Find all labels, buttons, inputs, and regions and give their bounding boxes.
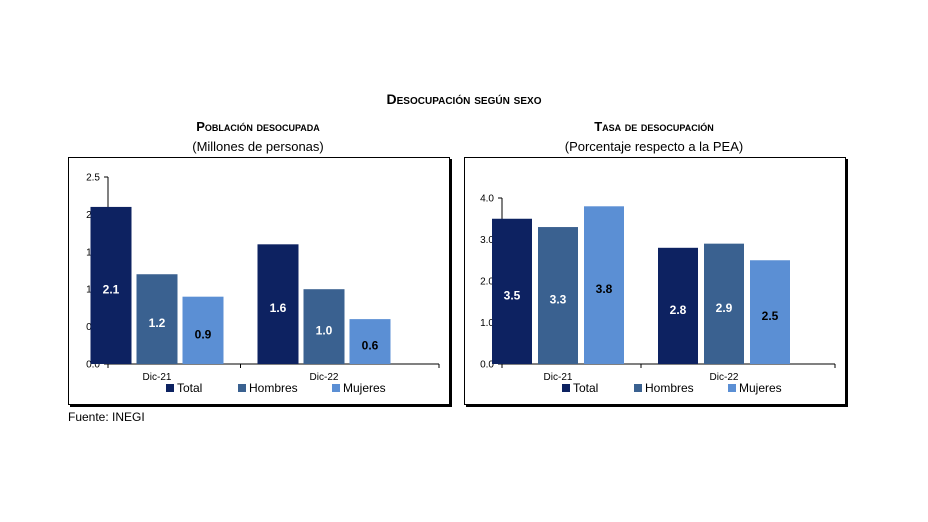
legend-swatch-mujeres — [728, 384, 736, 392]
bar-value-label: 0.6 — [362, 339, 379, 353]
bar-total-dic-21 — [492, 218, 532, 364]
legend-swatch-total — [562, 384, 570, 392]
legend-swatch-hombres — [238, 384, 246, 392]
bar-total-dic-21 — [90, 206, 132, 364]
bar-mujeres-dic-21 — [182, 296, 224, 364]
y-tick-label: 2.5 — [86, 173, 100, 184]
legend-swatch-mujeres — [332, 384, 340, 392]
legend-label-hombres: Hombres — [249, 381, 298, 395]
x-category-label: Dic-22 — [710, 372, 739, 383]
legend-label-mujeres: Mujeres — [739, 381, 782, 395]
left-chart-subtitle: (Millones de personas) — [192, 139, 324, 154]
legend-swatch-total — [166, 384, 174, 392]
bar-value-label: 2.9 — [716, 301, 733, 315]
bar-value-label: 3.3 — [550, 293, 567, 307]
unemployed-population-svg: 0.00.51.01.52.02.52.11.20.9Dic-211.61.00… — [86, 173, 440, 395]
bar-value-label: 3.5 — [504, 288, 521, 302]
bar-hombres-dic-22 — [303, 289, 345, 364]
bar-mujeres-dic-22 — [349, 319, 391, 364]
legend-label-total: Total — [177, 381, 202, 395]
bar-hombres-dic-21 — [538, 227, 578, 364]
bar-hombres-dic-22 — [704, 243, 744, 364]
left-chart-title: Población desocupada — [196, 119, 320, 134]
legend-label-hombres: Hombres — [645, 381, 694, 395]
bar-value-label: 2.5 — [762, 309, 779, 323]
x-category-label: Dic-21 — [143, 372, 172, 383]
bar-value-label: 2.8 — [670, 303, 687, 317]
unemployment-rate-svg: 0.0 1.0 2.0 3.0 4.0 3.5 3.3 3.8 Dic-21 2.8 2.9 2.5 D… — [480, 194, 836, 395]
y-tick-label: 2.0 — [480, 277, 494, 288]
right-chart-title: Tasa de desocupación — [594, 119, 714, 134]
unemployment-rate-chart: 0.0 1.0 2.0 3.0 4.0 3.5 3.3 3.8 Dic-21 2.8 2.9 2.5 D… — [464, 157, 846, 405]
bar-total-dic-22 — [658, 247, 698, 364]
y-tick-label: 0.0 — [86, 360, 100, 371]
right-chart-subtitle: (Porcentaje respecto a la PEA) — [564, 139, 744, 154]
y-tick-label: 1.0 — [480, 318, 494, 329]
y-tick-label: 0.0 — [480, 360, 494, 371]
legend-label-total: Total — [573, 381, 598, 395]
legend-label-mujeres: Mujeres — [343, 381, 386, 395]
bar-value-label: 0.9 — [195, 327, 212, 341]
y-tick-label: 4.0 — [480, 194, 494, 205]
bar-mujeres-dic-21 — [584, 206, 624, 364]
bar-value-label: 3.8 — [596, 282, 613, 296]
y-tick-label: 3.0 — [480, 235, 494, 246]
legend-swatch-hombres — [634, 384, 642, 392]
bar-total-dic-22 — [257, 244, 299, 364]
bar-mujeres-dic-22 — [750, 260, 790, 364]
unemployed-population-chart: 0.00.51.01.52.02.52.11.20.9Dic-211.61.00… — [68, 157, 450, 405]
bar-value-label: 1.6 — [270, 301, 287, 315]
bar-value-label: 1.2 — [149, 316, 166, 330]
source-note: Fuente: INEGI — [68, 410, 145, 424]
page-title: Desocupación según sexo — [386, 91, 542, 107]
x-category-label: Dic-21 — [544, 372, 573, 383]
bar-value-label: 2.1 — [103, 282, 120, 296]
bar-hombres-dic-21 — [136, 274, 178, 364]
x-category-label: Dic-22 — [310, 372, 339, 383]
bar-value-label: 1.0 — [316, 324, 333, 338]
